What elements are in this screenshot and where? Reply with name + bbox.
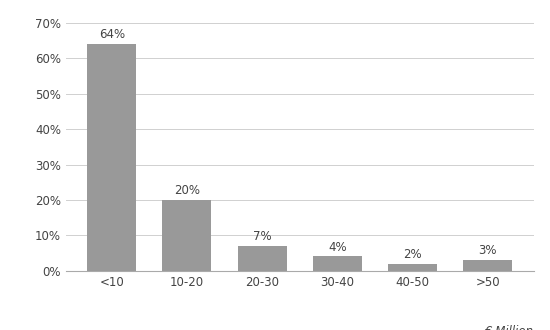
Text: 3%: 3% — [478, 244, 497, 257]
Text: 7%: 7% — [253, 230, 272, 243]
Text: 20%: 20% — [174, 184, 200, 197]
Bar — [87, 44, 136, 271]
Text: € Million: € Million — [485, 325, 534, 330]
Bar — [238, 246, 287, 271]
Text: 64%: 64% — [98, 28, 125, 42]
Bar — [463, 260, 512, 271]
Bar — [162, 200, 211, 271]
Bar — [313, 256, 362, 271]
Text: 2%: 2% — [403, 248, 422, 261]
Bar — [388, 264, 437, 271]
Text: 4%: 4% — [328, 241, 346, 254]
